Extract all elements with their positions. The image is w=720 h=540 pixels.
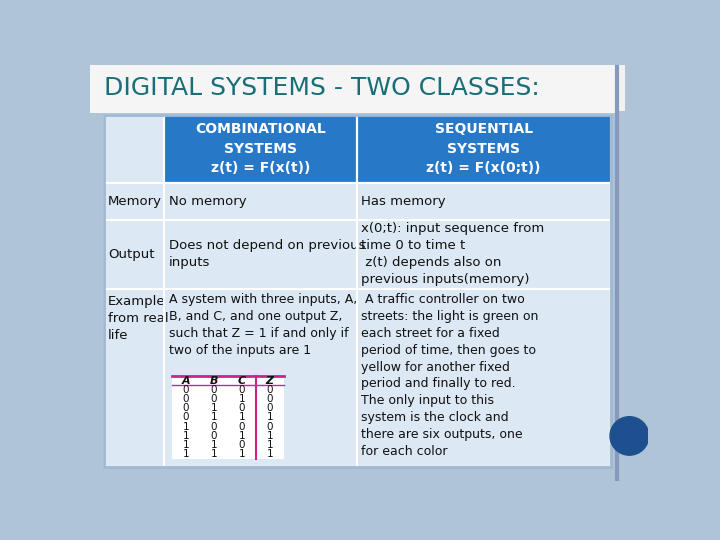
Text: 1: 1 (183, 431, 189, 441)
Text: 0: 0 (238, 403, 245, 413)
Text: 0: 0 (211, 422, 217, 431)
Text: 0: 0 (211, 394, 217, 404)
Text: 0: 0 (238, 422, 245, 431)
Bar (164, 183, 356, 220)
Bar (172, 403, 284, 413)
Bar (90, 65, 625, 111)
Text: 0: 0 (266, 394, 273, 404)
Text: 0: 0 (211, 431, 217, 441)
Bar (356, 183, 611, 220)
Bar (164, 115, 356, 183)
Text: x(0;t): input sequence from
time 0 to time t
 z(t) depends also on
previous inpu: x(0;t): input sequence from time 0 to ti… (361, 222, 544, 286)
Bar (356, 115, 611, 183)
Text: A system with three inputs, A,
B, and C, and one output Z,
such that Z = 1 if an: A system with three inputs, A, B, and C,… (169, 294, 357, 357)
Text: A: A (181, 375, 190, 386)
Text: Memory: Memory (108, 194, 162, 207)
Text: No memory: No memory (169, 194, 247, 207)
Text: 1: 1 (266, 449, 273, 460)
Bar (164, 220, 356, 289)
Text: B: B (210, 375, 218, 386)
Circle shape (610, 417, 649, 455)
Bar (172, 441, 284, 450)
Text: Example
from real
life: Example from real life (108, 295, 168, 342)
Text: 1: 1 (266, 431, 273, 441)
Bar (164, 289, 356, 467)
Text: 1: 1 (238, 413, 246, 422)
Bar (172, 385, 284, 394)
Text: 0: 0 (183, 403, 189, 413)
Bar (172, 422, 284, 431)
Text: 1: 1 (266, 413, 273, 422)
Bar (172, 413, 284, 422)
Bar (172, 450, 284, 459)
Text: 1: 1 (238, 449, 246, 460)
Bar (172, 431, 284, 441)
Text: 1: 1 (183, 422, 189, 431)
Text: DIGITAL SYSTEMS - TWO CLASSES:: DIGITAL SYSTEMS - TWO CLASSES: (104, 76, 540, 100)
Text: 1: 1 (211, 403, 217, 413)
Text: COMBINATIONAL
SYSTEMS
z(t) = F(x(t)): COMBINATIONAL SYSTEMS z(t) = F(x(t)) (195, 122, 326, 175)
Bar (356, 289, 611, 467)
Text: 0: 0 (238, 440, 245, 450)
Text: 0: 0 (266, 384, 273, 395)
Bar (625, 65, 648, 481)
Text: 1: 1 (238, 394, 246, 404)
Bar (356, 220, 611, 289)
Text: Output: Output (108, 248, 154, 261)
Bar (104, 220, 164, 289)
Bar (172, 376, 284, 385)
Text: 1: 1 (183, 440, 189, 450)
Text: C: C (238, 375, 246, 386)
Bar (90, 65, 617, 112)
Text: 1: 1 (238, 431, 246, 441)
Text: 0: 0 (211, 384, 217, 395)
Text: 0: 0 (238, 384, 245, 395)
Text: Z: Z (266, 375, 274, 386)
Text: Does not depend on previous
inputs: Does not depend on previous inputs (169, 239, 366, 269)
Text: 1: 1 (211, 440, 217, 450)
Text: SEQUENTIAL
SYSTEMS
z(t) = F(x(0;t)): SEQUENTIAL SYSTEMS z(t) = F(x(0;t)) (426, 122, 541, 175)
Text: 0: 0 (266, 422, 273, 431)
Text: 0: 0 (183, 413, 189, 422)
Text: 1: 1 (183, 449, 189, 460)
Text: 0: 0 (183, 384, 189, 395)
Bar (104, 115, 611, 467)
Text: 1: 1 (211, 413, 217, 422)
Text: Has memory: Has memory (361, 194, 446, 207)
Bar (104, 183, 164, 220)
Bar (104, 289, 164, 467)
Bar (172, 394, 284, 403)
Bar (104, 115, 164, 183)
Text: 0: 0 (183, 394, 189, 404)
Text: 0: 0 (266, 403, 273, 413)
Text: 1: 1 (266, 440, 273, 450)
Text: A traffic controller on two
streets: the light is green on
each street for a fix: A traffic controller on two streets: the… (361, 294, 539, 458)
Text: 1: 1 (211, 449, 217, 460)
